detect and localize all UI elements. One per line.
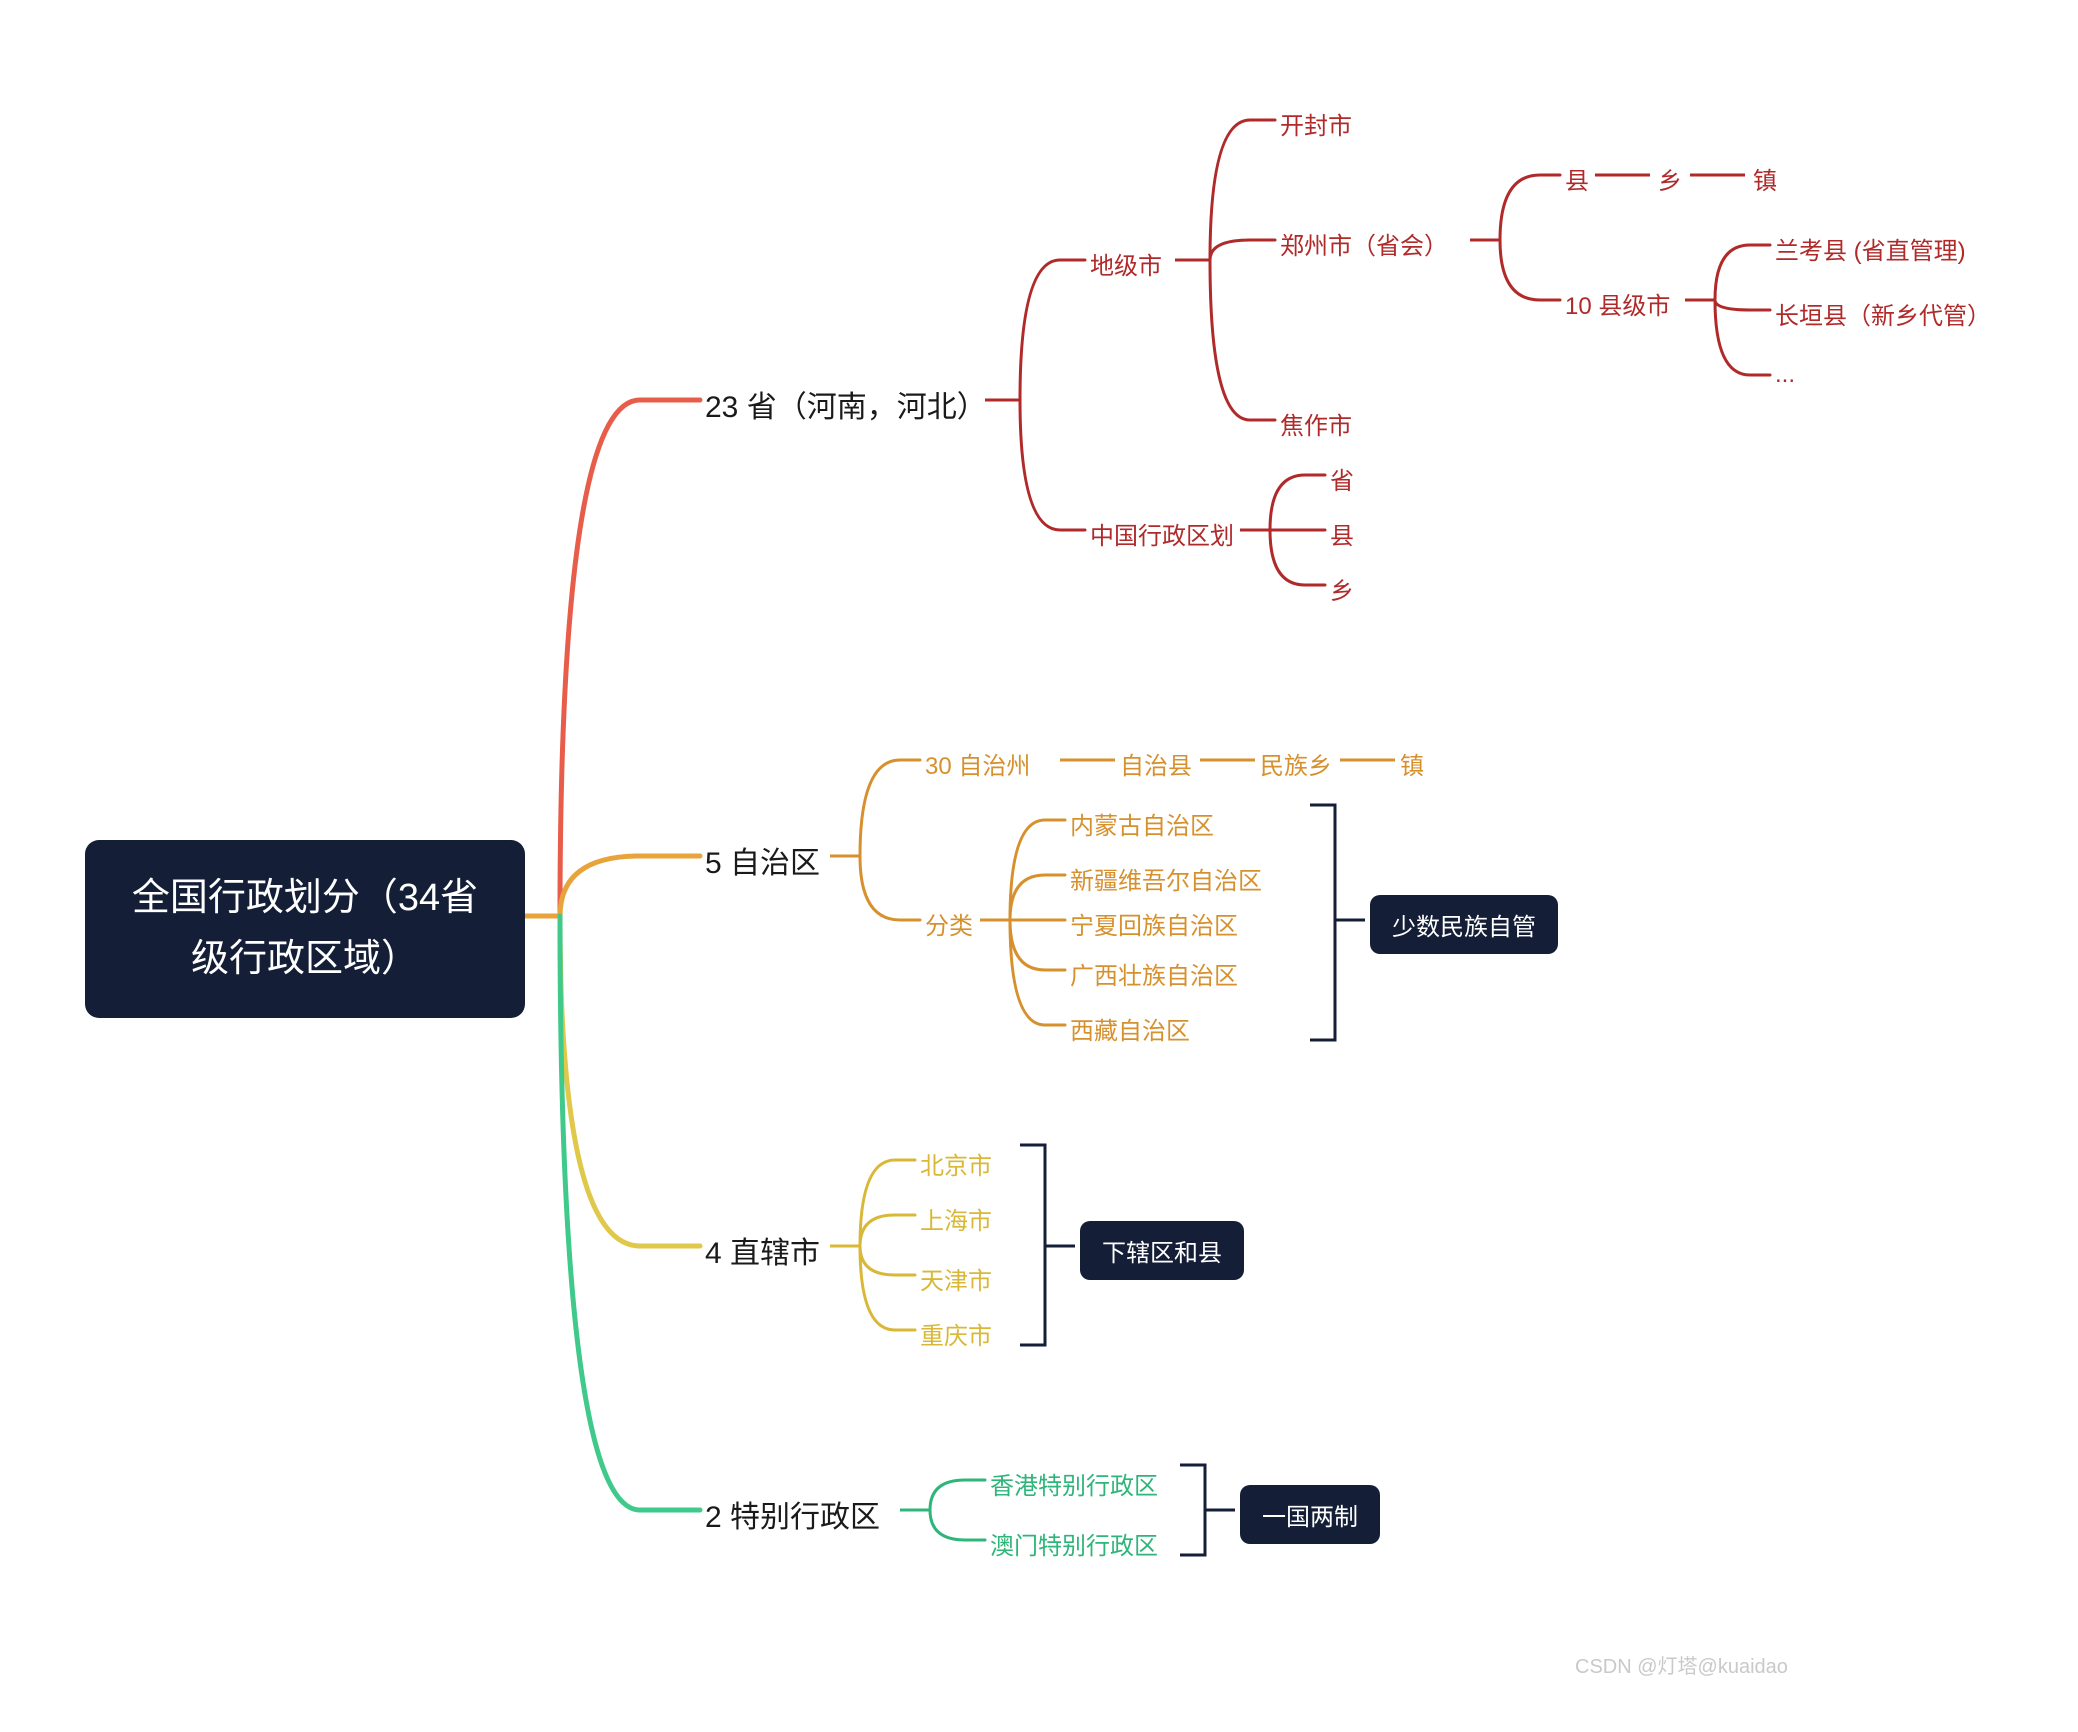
node-macau: 澳门特别行政区 xyxy=(990,1526,1158,1561)
node-30zizhizhou: 30 自治州 xyxy=(925,746,1030,781)
node-xian2: 县 xyxy=(1330,516,1354,551)
root-line2: 级行政区域） xyxy=(191,938,419,980)
node-zhen: 镇 xyxy=(1753,161,1777,196)
node-zhen2: 镇 xyxy=(1400,746,1424,781)
node-fenlei: 分类 xyxy=(925,906,973,941)
branch-tebie: 2 特别行政区 xyxy=(705,1492,880,1536)
node-xinjiang: 新疆维吾尔自治区 xyxy=(1070,861,1262,896)
node-lankao: 兰考县 (省直管理) xyxy=(1775,231,1966,266)
node-sheng: 省 xyxy=(1330,461,1354,496)
node-jiaozuo: 焦作市 xyxy=(1280,406,1352,441)
node-zhongguoxingzheng: 中国行政区划 xyxy=(1090,516,1234,551)
branch-zhixiashi: 4 直辖市 xyxy=(705,1228,820,1272)
node-guangxi: 广西壮族自治区 xyxy=(1070,956,1238,991)
badge-xiaxiaqu: 下辖区和县 xyxy=(1080,1221,1244,1280)
branch-provinces: 23 省（河南，河北） xyxy=(705,382,987,426)
node-changyuan: 长垣县（新乡代管） xyxy=(1775,296,1991,331)
node-kaifeng: 开封市 xyxy=(1280,106,1352,141)
watermark: CSDN @灯塔@kuaidao xyxy=(1575,1650,1788,1679)
node-ningxia: 宁夏回族自治区 xyxy=(1070,906,1238,941)
root-node: 全国行政划分（34省 级行政区域） xyxy=(85,840,525,1018)
branch-autonomous: 5 自治区 xyxy=(705,838,820,882)
badge-shaoshuminzu: 少数民族自管 xyxy=(1370,895,1558,954)
node-xian: 县 xyxy=(1565,161,1589,196)
node-10xianjishi: 10 县级市 xyxy=(1565,286,1670,321)
node-xiang2: 乡 xyxy=(1330,571,1354,606)
node-dots: ... xyxy=(1775,361,1795,389)
badge-yiguoliangzhi: 一国两制 xyxy=(1240,1485,1380,1544)
node-hk: 香港特别行政区 xyxy=(990,1466,1158,1501)
node-minzuxiang: 民族乡 xyxy=(1260,746,1332,781)
node-shanghai: 上海市 xyxy=(920,1201,992,1236)
node-zhengzhou: 郑州市（省会） xyxy=(1280,226,1448,261)
node-xiang: 乡 xyxy=(1658,161,1682,196)
node-zizhixian: 自治县 xyxy=(1120,746,1192,781)
node-tianjin: 天津市 xyxy=(920,1261,992,1296)
node-beijing: 北京市 xyxy=(920,1146,992,1181)
root-line1: 全国行政划分（34省 xyxy=(132,877,478,919)
node-xizang: 西藏自治区 xyxy=(1070,1011,1190,1046)
node-chongqing: 重庆市 xyxy=(920,1316,992,1351)
node-dijishi: 地级市 xyxy=(1090,246,1162,281)
node-neimenggu: 内蒙古自治区 xyxy=(1070,806,1214,841)
